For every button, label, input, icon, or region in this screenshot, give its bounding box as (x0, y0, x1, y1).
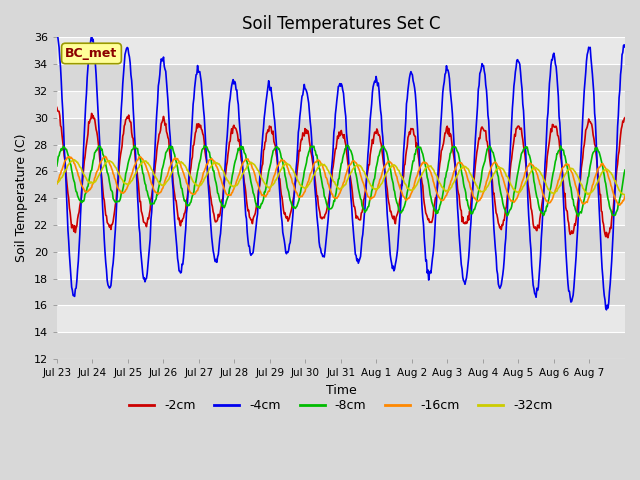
Bar (57, 64, 625, 91)
Bar (57, 144, 625, 171)
Y-axis label: Soil Temperature (C): Soil Temperature (C) (15, 134, 28, 263)
Title: Soil Temperatures Set C: Soil Temperatures Set C (242, 15, 440, 33)
X-axis label: Time: Time (326, 384, 356, 396)
Bar (57, 305, 625, 332)
Bar (57, 252, 625, 278)
Bar (57, 37, 625, 64)
Legend: -2cm, -4cm, -8cm, -16cm, -32cm: -2cm, -4cm, -8cm, -16cm, -32cm (124, 394, 557, 417)
Bar (57, 278, 625, 305)
Bar (57, 171, 625, 198)
Bar (57, 91, 625, 118)
Bar (57, 198, 625, 225)
Text: BC_met: BC_met (65, 47, 118, 60)
Bar (57, 332, 625, 359)
Bar (57, 118, 625, 144)
Bar (57, 225, 625, 252)
